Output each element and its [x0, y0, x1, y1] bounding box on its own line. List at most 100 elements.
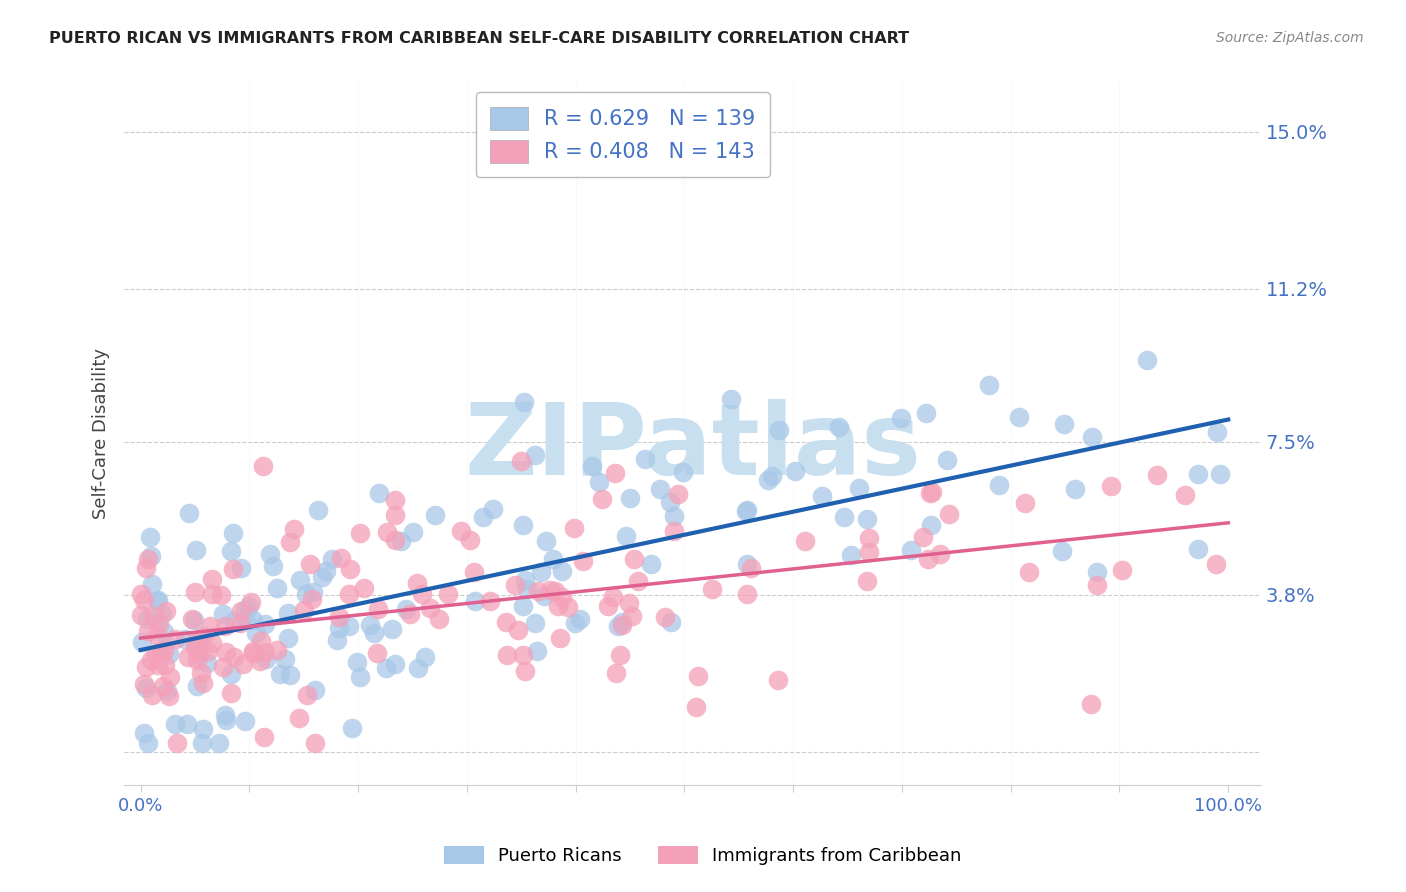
Point: [240, 595, 263, 609]
Point: [266, 581, 288, 595]
Point: [165, 632, 187, 646]
Point: [839, 548, 862, 562]
Point: [184, 634, 207, 648]
Point: [353, 581, 375, 595]
Point: [533, 589, 555, 603]
Point: [634, 452, 657, 467]
Point: [214, 708, 236, 723]
Point: [197, 644, 219, 658]
Point: [572, 554, 595, 568]
Point: [129, 608, 152, 623]
Point: [311, 570, 333, 584]
Point: [295, 587, 318, 601]
Point: [737, 503, 759, 517]
Point: [375, 525, 398, 540]
Point: [527, 584, 550, 599]
Point: [548, 631, 571, 645]
Point: [569, 612, 592, 626]
Point: [146, 657, 169, 672]
Point: [588, 475, 610, 489]
Point: [598, 599, 620, 613]
Point: [249, 654, 271, 668]
Point: [252, 730, 274, 744]
Point: [1085, 565, 1108, 579]
Point: [666, 486, 689, 500]
Point: [513, 573, 536, 587]
Point: [302, 584, 325, 599]
Point: [603, 466, 626, 480]
Point: [411, 587, 433, 601]
Point: [1187, 541, 1209, 556]
Point: [150, 644, 173, 658]
Point: [201, 572, 224, 586]
Point: [1187, 467, 1209, 482]
Point: [262, 559, 284, 574]
Text: Source: ZipAtlas.com: Source: ZipAtlas.com: [1216, 31, 1364, 45]
Point: [464, 594, 486, 608]
Point: [423, 508, 446, 523]
Point: [193, 722, 215, 736]
Point: [979, 378, 1001, 392]
Point: [564, 615, 586, 630]
Point: [242, 613, 264, 627]
Point: [1018, 565, 1040, 579]
Point: [134, 726, 156, 740]
Text: ZIPatlas: ZIPatlas: [464, 399, 921, 496]
Point: [481, 501, 503, 516]
Point: [252, 458, 274, 473]
Point: [617, 596, 640, 610]
Point: [496, 648, 519, 662]
Point: [1205, 557, 1227, 571]
Point: [277, 607, 299, 621]
Point: [176, 716, 198, 731]
Point: [208, 736, 231, 750]
Point: [557, 599, 579, 614]
Point: [146, 592, 169, 607]
Point: [848, 482, 870, 496]
Point: [547, 599, 569, 613]
Point: [827, 420, 849, 434]
Point: [166, 736, 188, 750]
Point: [143, 608, 166, 623]
Point: [219, 686, 242, 700]
Point: [1008, 409, 1031, 424]
Point: [288, 573, 311, 587]
Point: [761, 468, 783, 483]
Point: [413, 649, 436, 664]
Point: [858, 545, 880, 559]
Point: [1064, 482, 1087, 496]
Point: [146, 594, 169, 608]
Point: [299, 557, 322, 571]
Point: [720, 392, 742, 406]
Point: [190, 665, 212, 680]
Point: [131, 634, 153, 648]
Point: [768, 423, 790, 437]
Point: [437, 587, 460, 601]
Point: [153, 657, 176, 672]
Point: [929, 547, 952, 561]
Point: [513, 664, 536, 678]
Point: [283, 522, 305, 536]
Point: [141, 577, 163, 591]
Point: [495, 615, 517, 629]
Point: [920, 518, 942, 533]
Point: [523, 615, 546, 630]
Point: [367, 485, 389, 500]
Point: [221, 526, 243, 541]
Point: [607, 619, 630, 633]
Point: [135, 561, 157, 575]
Point: [935, 453, 957, 467]
Point: [211, 607, 233, 621]
Point: [177, 650, 200, 665]
Point: [381, 622, 404, 636]
Point: [472, 509, 495, 524]
Point: [153, 624, 176, 639]
Point: [186, 679, 208, 693]
Point: [915, 406, 938, 420]
Point: [235, 613, 257, 627]
Point: [700, 582, 723, 597]
Point: [259, 547, 281, 561]
Point: [363, 626, 385, 640]
Point: [900, 542, 922, 557]
Point: [153, 643, 176, 657]
